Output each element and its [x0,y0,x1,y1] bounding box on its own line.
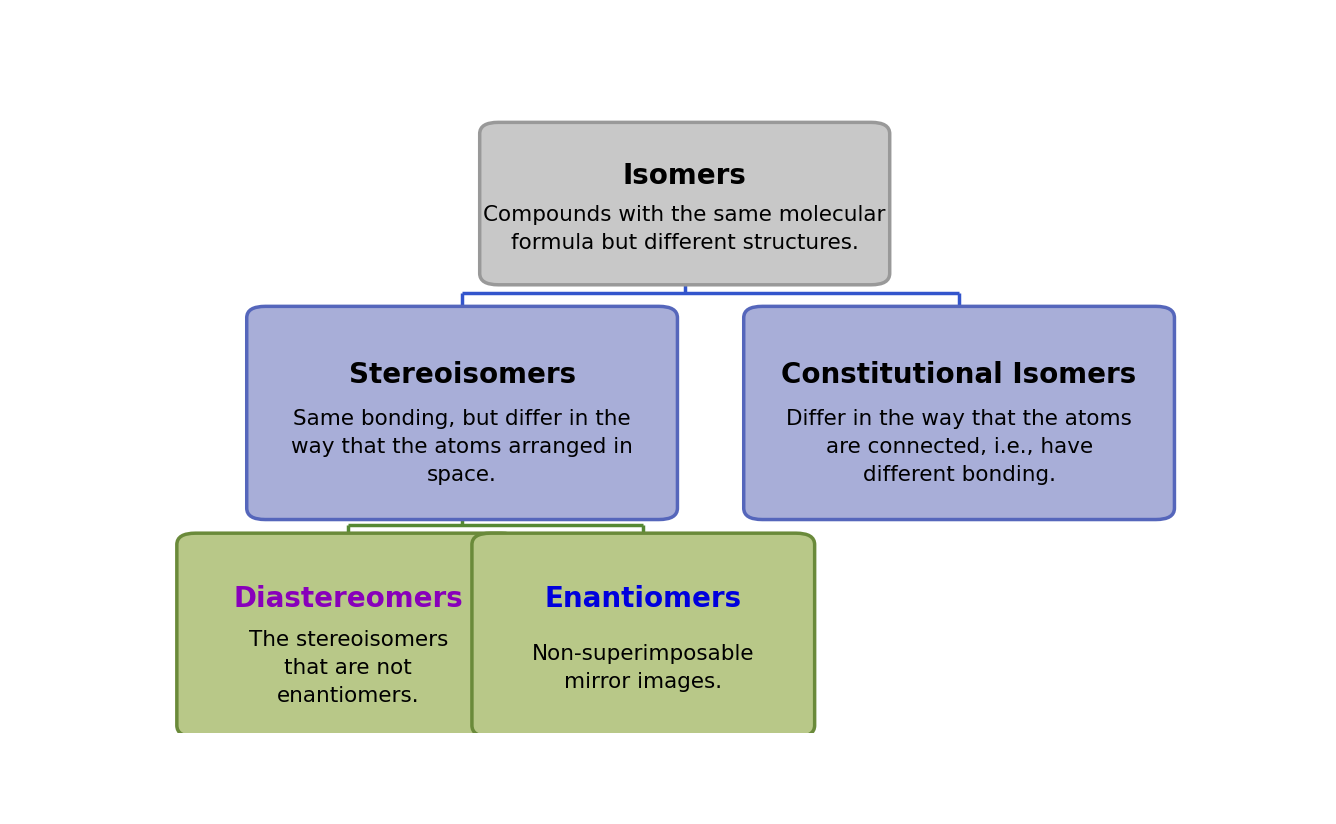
Text: Compounds with the same molecular
formula but different structures.: Compounds with the same molecular formul… [484,204,886,253]
Text: The stereoisomers
that are not
enantiomers.: The stereoisomers that are not enantiome… [248,630,448,705]
Text: Diastereomers: Diastereomers [234,585,464,613]
Text: Isomers: Isomers [623,162,747,190]
FancyBboxPatch shape [472,533,815,737]
Text: Enantiomers: Enantiomers [545,585,741,613]
FancyBboxPatch shape [247,307,677,520]
Text: Stereoisomers: Stereoisomers [349,361,576,389]
FancyBboxPatch shape [176,533,520,737]
Text: Constitutional Isomers: Constitutional Isomers [782,361,1137,389]
Text: Differ in the way that the atoms
are connected, i.e., have
different bonding.: Differ in the way that the atoms are con… [786,410,1132,485]
Text: Same bonding, but differ in the
way that the atoms arranged in
space.: Same bonding, but differ in the way that… [291,410,633,485]
FancyBboxPatch shape [480,122,890,285]
FancyBboxPatch shape [744,307,1174,520]
Text: Non-superimposable
mirror images.: Non-superimposable mirror images. [532,644,755,691]
